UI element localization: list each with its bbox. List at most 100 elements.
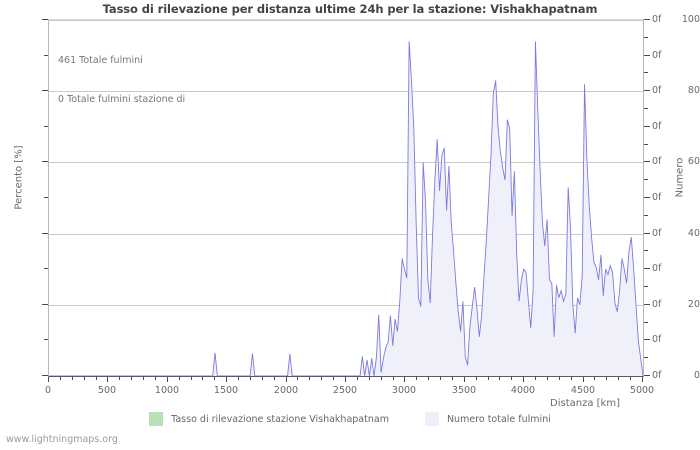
x-tick-minor	[143, 377, 144, 380]
y-tick-major-right	[644, 375, 650, 376]
legend-label: Numero totale fulmini	[446, 413, 551, 425]
x-tick-minor	[630, 377, 631, 380]
x-tick-label: 5000	[629, 385, 655, 396]
y-tick-minor-right	[644, 357, 648, 358]
y-tick-minor-right	[644, 215, 648, 216]
x-tick-minor	[369, 377, 370, 380]
x-tick-minor	[416, 377, 417, 380]
x-tick-minor	[381, 377, 382, 380]
chart-annotation: 461 Totale fulmini 0 Totale fulmini staz…	[58, 28, 185, 132]
x-tick-minor	[274, 377, 275, 380]
y-tick-major-right	[644, 268, 650, 269]
x-tick-label: 2000	[273, 385, 299, 396]
y-tick-minor-right	[644, 179, 648, 180]
y-tick-minor-left	[44, 268, 48, 269]
x-tick-minor	[547, 377, 548, 380]
x-tick-minor	[571, 377, 572, 380]
x-tick-minor	[333, 377, 334, 380]
y-tick-label-right: 0f	[652, 50, 662, 61]
x-tick-major	[286, 377, 287, 382]
data-series-plot	[49, 41, 643, 376]
y-tick-major-right	[644, 19, 650, 20]
chart-title: Tasso di rilevazione per distanza ultime…	[102, 2, 598, 16]
x-tick-minor	[393, 377, 394, 380]
x-tick-minor	[84, 377, 85, 380]
y-tick-major-right	[644, 233, 650, 234]
x-tick-major	[345, 377, 346, 382]
x-tick-minor	[357, 377, 358, 380]
y-tick-label-right: 0f	[652, 14, 662, 25]
x-tick-minor	[155, 377, 156, 380]
y-axis-left-label: Percento [%]	[13, 145, 25, 210]
gridline	[49, 91, 643, 92]
y-tick-label-right: 0f	[652, 192, 662, 203]
x-tick-minor	[606, 377, 607, 380]
y-tick-major-left	[42, 161, 48, 162]
x-tick-minor	[202, 377, 203, 380]
gridline	[49, 305, 643, 306]
x-tick-minor	[499, 377, 500, 380]
x-axis-label: Distanza [km]	[550, 398, 620, 409]
y-tick-major-right	[644, 161, 650, 162]
x-tick-label: 3000	[391, 385, 417, 396]
y-tick-minor-right	[644, 37, 648, 38]
y-tick-minor-left	[44, 339, 48, 340]
x-tick-major	[167, 377, 168, 382]
x-tick-minor	[440, 377, 441, 380]
y-axis-right-label: Numero	[674, 157, 686, 198]
y-tick-label-left: 20	[687, 299, 700, 310]
x-tick-label: 0	[44, 385, 52, 396]
series-area-fill	[49, 41, 643, 376]
x-tick-minor	[428, 377, 429, 380]
y-tick-label-left: 100	[681, 14, 700, 25]
y-tick-major-left	[42, 233, 48, 234]
y-tick-minor-right	[644, 108, 648, 109]
y-tick-major-left	[42, 19, 48, 20]
y-tick-label-right: 0f	[652, 156, 662, 167]
y-tick-label-left: 60	[687, 156, 700, 167]
x-tick-label: 1500	[213, 385, 239, 396]
y-tick-major-left	[42, 90, 48, 91]
y-tick-label-right: 0f	[652, 334, 662, 345]
x-tick-minor	[119, 377, 120, 380]
x-tick-label: 500	[97, 385, 117, 396]
y-tick-major-right	[644, 339, 650, 340]
chart-legend: Tasso di rilevazione stazione Vishakhapa…	[0, 412, 700, 426]
y-tick-label-left: 40	[687, 228, 700, 239]
y-tick-label-left: 80	[687, 85, 700, 96]
x-tick-major	[404, 377, 405, 382]
x-tick-minor	[191, 377, 192, 380]
x-tick-minor	[262, 377, 263, 380]
x-tick-minor	[488, 377, 489, 380]
footer-watermark: www.lightningmaps.org	[6, 434, 118, 445]
legend-swatch-icon	[424, 412, 439, 426]
y-tick-minor-right	[644, 250, 648, 251]
x-tick-major	[523, 377, 524, 382]
x-tick-label: 1000	[154, 385, 180, 396]
y-tick-minor-right	[644, 144, 648, 145]
y-tick-minor-left	[44, 197, 48, 198]
x-tick-label: 4000	[510, 385, 536, 396]
legend-entry[interactable]: Numero totale fulmini	[424, 412, 551, 426]
x-tick-label: 3500	[451, 385, 477, 396]
x-tick-minor	[214, 377, 215, 380]
y-tick-major-right	[644, 55, 650, 56]
y-tick-label-right: 0f	[652, 263, 662, 274]
y-tick-minor-right	[644, 72, 648, 73]
y-tick-minor-left	[44, 55, 48, 56]
x-tick-minor	[309, 377, 310, 380]
x-tick-major	[107, 377, 108, 382]
gridline	[49, 20, 643, 21]
x-tick-minor	[559, 377, 560, 380]
y-tick-minor-left	[44, 126, 48, 127]
legend-label: Tasso di rilevazione stazione Vishakhapa…	[171, 413, 389, 425]
x-tick-minor	[131, 377, 132, 380]
x-tick-minor	[476, 377, 477, 380]
legend-entry[interactable]: Tasso di rilevazione stazione Vishakhapa…	[149, 412, 389, 426]
x-tick-minor	[96, 377, 97, 380]
y-tick-major-right	[644, 90, 650, 91]
legend-swatch-icon	[149, 412, 164, 426]
x-tick-major	[642, 377, 643, 382]
x-tick-major	[226, 377, 227, 382]
